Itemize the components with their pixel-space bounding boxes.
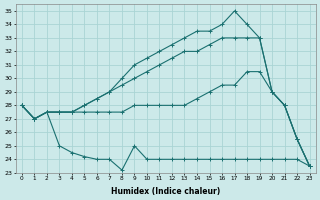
X-axis label: Humidex (Indice chaleur): Humidex (Indice chaleur)	[111, 187, 220, 196]
